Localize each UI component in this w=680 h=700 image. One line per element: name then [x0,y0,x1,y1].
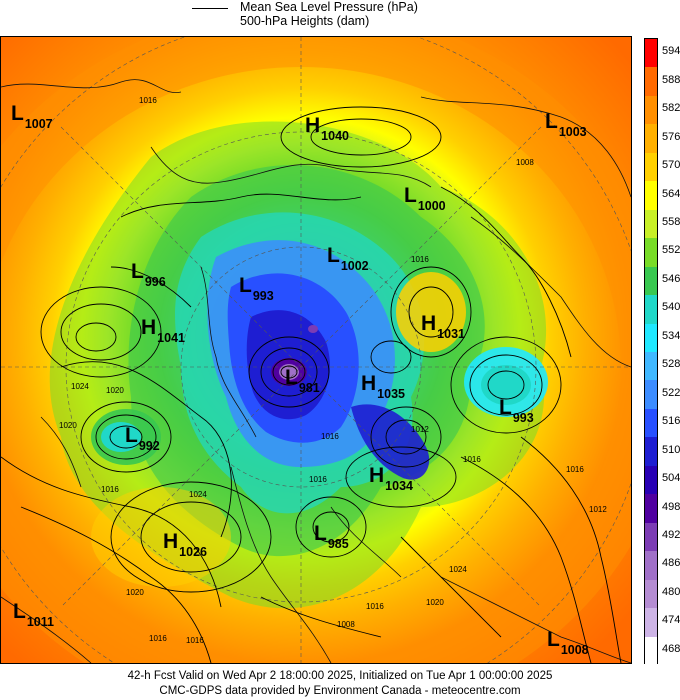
isobar-label: 1012 [411,425,429,434]
scale-swatch [645,124,657,154]
scale-label: 492 [662,528,680,541]
scale-label: 474 [662,614,680,627]
scale-label: 588 [662,73,680,86]
pressure-center-low: L985 [314,522,349,551]
scale-swatch [645,152,657,182]
pressure-center-low: L992 [125,424,160,453]
isobar-label: 1024 [189,490,207,499]
scale-label: 480 [662,585,680,598]
scale-label: 564 [662,187,680,200]
scale-label: 498 [662,500,680,513]
scale-swatch [645,465,657,495]
pressure-center-low: L996 [131,260,166,289]
scale-label: 534 [662,329,680,342]
pressure-center-high: H1026 [163,530,207,559]
scale-label: 570 [662,159,680,172]
scale-label: 522 [662,386,680,399]
isobar-label: 1016 [366,602,384,611]
scale-label: 540 [662,301,680,314]
pressure-center-low: L1011 [13,600,54,629]
pressure-center-high: H1035 [361,372,405,401]
pressure-center-low: L993 [499,396,534,425]
pressure-center-high: H1040 [305,114,349,143]
pressure-center-low: L1000 [404,184,446,213]
isobar-label: 1016 [411,255,429,264]
pressure-center-low: L1008 [547,628,589,657]
pressure-center-low: L1007 [11,102,53,131]
scale-swatch [645,608,657,638]
scale-swatch [645,238,657,268]
map-canvas: 1016 1008 1016 1024 1020 1020 1016 1024 … [1,37,631,663]
scale-label: 528 [662,358,680,371]
isobar-label: 1024 [71,382,89,391]
height-color-scale [644,38,658,666]
isobar-label: 1008 [516,158,534,167]
isobar-label: 1012 [589,505,607,514]
scale-label: 546 [662,272,680,285]
scale-label: 468 [662,642,680,655]
isobar-label: 1024 [449,565,467,574]
pressure-center-low: L993 [239,274,274,303]
scale-swatch [645,39,657,68]
isobar-label: 1016 [566,465,584,474]
pressure-center-low: L981 [285,366,320,395]
scale-swatch [645,636,657,666]
forecast-valid-text: 42-h Fcst Valid on Wed Apr 2 18:00:00 20… [127,670,553,682]
isobar-label: 1016 [309,475,327,484]
weather-map: 1016 1008 1016 1024 1020 1020 1016 1024 … [0,36,632,664]
pressure-center-high: H1034 [369,464,413,493]
pressure-center-low: L1003 [545,110,587,139]
map-legend: Mean Sea Level Pressure (hPa) 500-hPa He… [0,0,680,34]
scale-swatch [645,67,657,97]
isobar-label: 1016 [139,96,157,105]
isobar-label: 1016 [463,455,481,464]
scale-swatch [645,551,657,581]
scale-label: 576 [662,130,680,143]
scale-swatch [645,579,657,609]
legend-line-sample [192,8,228,9]
scale-label: 504 [662,472,680,485]
scale-label: 552 [662,244,680,257]
scale-label: 594 [662,45,680,58]
isobar-label: 1020 [59,421,77,430]
pressure-center-high: H1041 [141,316,185,345]
isobar-label: 1020 [126,588,144,597]
scale-label: 510 [662,443,680,456]
isobar-label: 1016 [101,485,119,494]
pressure-center-low: L1002 [327,244,369,273]
scale-label: 516 [662,415,680,428]
scale-swatch [645,380,657,410]
legend-heights-label: 500-hPa Heights (dam) [240,14,370,28]
coastlines [1,79,631,663]
scale-swatch [645,181,657,211]
isobar-label: 1016 [186,636,204,645]
isobar-label: 1020 [426,598,444,607]
scale-swatch [645,437,657,467]
data-credit-text: CMC-GDPS data provided by Environment Ca… [159,685,521,697]
scale-swatch [645,352,657,381]
isobar-label: 1020 [106,386,124,395]
pressure-center-high: H1031 [421,312,465,341]
scale-swatch [645,408,657,438]
scale-swatch [645,295,657,325]
isobar-label: 1008 [337,620,355,629]
isobar-label: 1016 [149,634,167,643]
scale-swatch [645,266,657,296]
isobar-label: 1016 [321,432,339,441]
scale-swatch [645,494,657,524]
scale-swatch [645,522,657,552]
isobars [1,106,622,663]
scale-label: 486 [662,557,680,570]
scale-swatch [645,323,657,353]
scale-swatch [645,95,657,125]
legend-mslp-label: Mean Sea Level Pressure (hPa) [240,0,418,14]
scale-swatch [645,209,657,239]
scale-label: 558 [662,215,680,228]
scale-label: 582 [662,102,680,115]
